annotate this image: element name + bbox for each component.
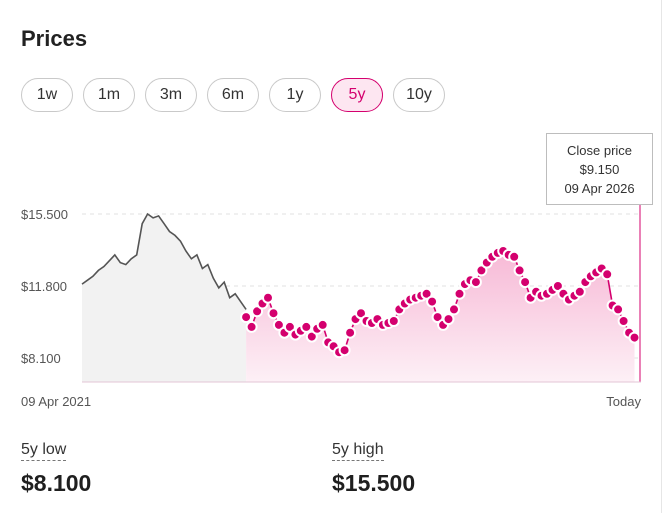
price-point xyxy=(387,315,400,327)
tooltip-value: $9.150 xyxy=(579,161,620,177)
stat-low-value: $8.100 xyxy=(21,470,92,496)
y-tick-label: $8.100 xyxy=(21,351,61,366)
stat-low: 5y low $8.100 xyxy=(21,441,91,497)
price-point xyxy=(344,326,357,339)
price-tooltip: Close price $9.150 09 Apr 2026 xyxy=(546,133,653,205)
price-point xyxy=(240,311,253,324)
price-point xyxy=(601,268,614,281)
price-point xyxy=(551,280,564,292)
price-point xyxy=(426,295,439,308)
price-point xyxy=(453,287,466,300)
tooltip-label: Close price xyxy=(566,142,633,158)
past-price-line xyxy=(81,212,247,310)
y-tick-label: $15.500 xyxy=(21,207,68,222)
price-point xyxy=(305,330,318,343)
recent-area xyxy=(246,251,635,382)
price-point xyxy=(300,320,313,333)
price-point xyxy=(420,287,433,300)
price-point xyxy=(283,320,296,333)
price-point xyxy=(617,315,630,327)
price-point xyxy=(272,318,285,331)
y-tick-label: $11.800 xyxy=(21,279,67,294)
range-button-6m[interactable]: 6m xyxy=(207,78,259,112)
price-point xyxy=(519,276,532,289)
x-axis-end-label: Today xyxy=(606,394,641,409)
tooltip-date: 09 Apr 2026 xyxy=(564,180,635,196)
price-point xyxy=(448,303,460,316)
price-point xyxy=(251,305,264,318)
price-point xyxy=(431,311,444,324)
range-button-1w[interactable]: 1w xyxy=(21,78,73,112)
price-point xyxy=(262,291,274,304)
range-button-1y[interactable]: 1y xyxy=(269,78,321,112)
price-point xyxy=(628,331,641,344)
range-button-5y[interactable]: 5y xyxy=(331,78,383,112)
stat-high-value: $15.500 xyxy=(332,470,416,496)
price-point xyxy=(573,285,586,298)
chart-points xyxy=(240,245,641,359)
price-point xyxy=(338,344,351,357)
range-button-1m[interactable]: 1m xyxy=(83,78,135,112)
price-point xyxy=(267,307,280,320)
price-point xyxy=(469,276,482,289)
page-title: Prices xyxy=(21,26,88,51)
x-axis-start-label: 09 Apr 2021 xyxy=(21,394,92,409)
price-point xyxy=(513,264,526,277)
stat-high: 5y high $15.500 xyxy=(332,441,415,497)
price-point xyxy=(316,318,329,331)
stat-high-label[interactable]: 5y high xyxy=(332,441,384,461)
chart-areas xyxy=(82,214,635,382)
price-point xyxy=(245,320,258,333)
stat-low-label[interactable]: 5y low xyxy=(21,441,67,461)
price-point xyxy=(508,250,521,263)
price-point xyxy=(612,303,625,316)
price-point xyxy=(355,307,367,320)
range-button-3m[interactable]: 3m xyxy=(145,78,197,112)
range-button-10y[interactable]: 10y xyxy=(393,78,445,112)
price-point xyxy=(475,264,488,277)
price-point xyxy=(442,313,455,326)
range-selector: 1w 1m 3m 6m 1y 5y 10y xyxy=(21,78,445,112)
past-area xyxy=(82,214,247,382)
